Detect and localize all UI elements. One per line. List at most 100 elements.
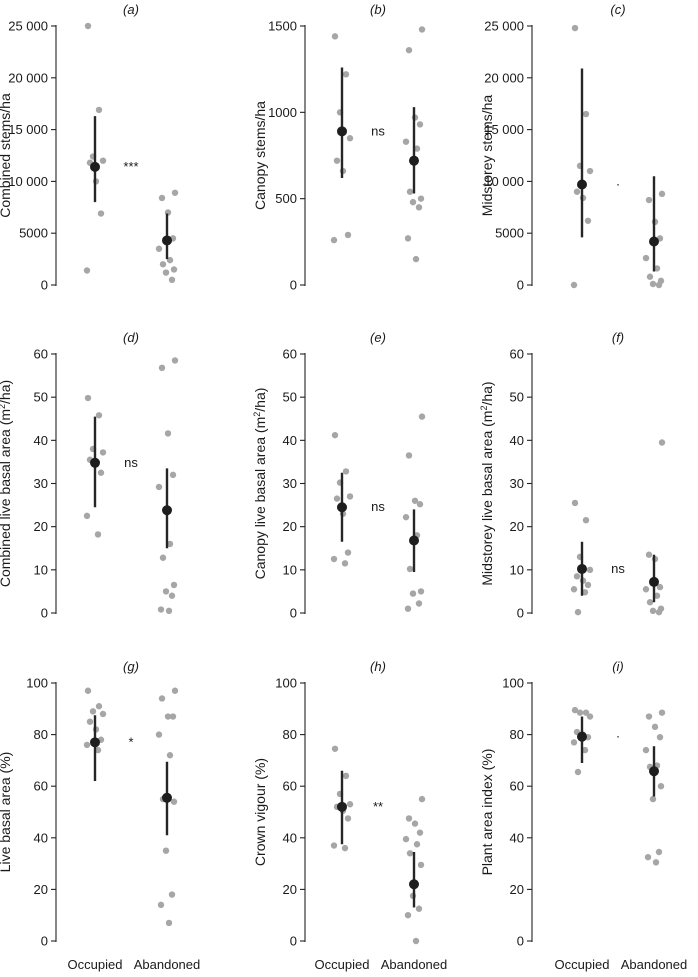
significance-label: · bbox=[616, 729, 620, 744]
data-point bbox=[97, 469, 105, 476]
y-tick-label: 0 bbox=[290, 606, 297, 621]
y-tick-label: 0 bbox=[517, 934, 524, 949]
y-axis-title: Canopy live basal area (m2/ha) bbox=[252, 388, 268, 580]
data-point bbox=[415, 204, 423, 211]
y-tick-label: 20 bbox=[510, 882, 524, 897]
data-point bbox=[657, 783, 665, 790]
data-point bbox=[416, 501, 424, 508]
data-point bbox=[165, 607, 173, 615]
panel-h: 0 20 40 60 80 100 Crown vigour (%) (h) ** Occupie… bbox=[252, 659, 447, 972]
y-tick-label: 500 bbox=[275, 191, 297, 206]
data-point bbox=[644, 853, 652, 861]
y-tick-label: 100 bbox=[26, 676, 48, 691]
data-point bbox=[346, 493, 354, 500]
y-axis-title: Live basal area (%) bbox=[0, 752, 13, 873]
significance-label: ns bbox=[371, 123, 385, 138]
data-point bbox=[653, 592, 661, 599]
data-point bbox=[574, 768, 582, 776]
y-axis-title: Combined live basal area (m2/ha) bbox=[0, 380, 13, 587]
panel-f: 0 10 20 30 40 50 60 Midstorey live basal area (… bbox=[479, 330, 666, 621]
panel-label: (d) bbox=[123, 330, 139, 345]
data-point bbox=[570, 586, 578, 593]
y-tick-label: 5000 bbox=[19, 226, 48, 241]
y-tick-label: 40 bbox=[510, 433, 524, 448]
data-point bbox=[330, 555, 338, 563]
data-point bbox=[95, 412, 103, 419]
data-point bbox=[99, 157, 107, 164]
y-tick-label: 25 000 bbox=[484, 19, 524, 34]
data-point bbox=[168, 276, 176, 284]
data-point bbox=[344, 549, 352, 556]
data-point bbox=[570, 281, 578, 289]
y-tick-label: 10 000 bbox=[8, 174, 48, 189]
y-tick-label: 0 bbox=[41, 278, 48, 293]
data-point bbox=[658, 190, 666, 198]
y-tick-label: 60 bbox=[283, 779, 297, 794]
panel-g: 0 20 40 60 80 100 Live basal area (%) (g) * Occup… bbox=[0, 659, 200, 972]
mean-marker bbox=[337, 126, 347, 137]
significance-label: · bbox=[616, 177, 620, 192]
significance-label: ns bbox=[371, 499, 385, 514]
panel-label: (c) bbox=[610, 2, 625, 17]
data-point bbox=[642, 746, 650, 754]
data-point bbox=[99, 449, 107, 456]
mean-marker bbox=[162, 505, 172, 516]
x-category-label: Occupied bbox=[68, 957, 123, 972]
data-point bbox=[342, 772, 350, 780]
data-point bbox=[576, 709, 584, 716]
data-point bbox=[418, 795, 426, 803]
panel-label: (i) bbox=[612, 659, 624, 674]
data-point bbox=[159, 554, 167, 561]
data-point bbox=[573, 188, 581, 195]
data-point bbox=[84, 687, 92, 694]
panel-e: 0 10 20 30 40 50 60 Canopy live basal area (m2/… bbox=[252, 330, 426, 621]
data-point bbox=[95, 106, 103, 114]
data-point bbox=[169, 713, 177, 720]
mean-marker bbox=[90, 737, 100, 748]
data-point bbox=[84, 394, 92, 402]
data-point bbox=[582, 709, 590, 716]
y-tick-label: 60 bbox=[283, 347, 297, 362]
data-point bbox=[331, 431, 339, 439]
y-axis-title: Plant area index (%) bbox=[479, 749, 495, 876]
y-tick-label: 100 bbox=[275, 676, 297, 691]
data-point bbox=[642, 254, 650, 262]
y-tick-label: 0 bbox=[290, 934, 297, 949]
data-point bbox=[651, 723, 659, 731]
data-point bbox=[649, 280, 657, 288]
significance-label: ns bbox=[611, 561, 625, 576]
data-point bbox=[170, 266, 178, 273]
data-point bbox=[653, 265, 661, 272]
mean-marker bbox=[409, 535, 419, 546]
data-point bbox=[581, 746, 589, 754]
significance-label: *** bbox=[123, 159, 138, 174]
y-tick-label: 60 bbox=[34, 779, 48, 794]
y-tick-label: 80 bbox=[283, 727, 297, 742]
data-point bbox=[649, 795, 657, 803]
data-point bbox=[162, 847, 170, 854]
data-point bbox=[158, 364, 166, 372]
data-point bbox=[155, 483, 163, 491]
data-point bbox=[333, 157, 341, 164]
data-point bbox=[162, 588, 170, 595]
data-point bbox=[645, 713, 653, 720]
y-axis-title: Midstorey live basal area (m2/ha) bbox=[479, 381, 495, 585]
y-tick-label: 60 bbox=[510, 347, 524, 362]
data-point bbox=[415, 600, 423, 607]
data-point bbox=[97, 210, 105, 217]
data-point bbox=[346, 135, 354, 142]
data-point bbox=[94, 531, 102, 538]
y-tick-label: 0 bbox=[290, 278, 297, 293]
mean-marker bbox=[162, 792, 172, 803]
y-tick-label: 0 bbox=[517, 278, 524, 293]
x-category-label: Abandoned bbox=[381, 957, 448, 972]
y-tick-label: 20 bbox=[34, 882, 48, 897]
data-point bbox=[413, 841, 421, 848]
y-tick-label: 40 bbox=[510, 830, 524, 845]
data-point bbox=[412, 937, 420, 945]
y-tick-label: 40 bbox=[34, 433, 48, 448]
data-point bbox=[404, 605, 412, 612]
y-tick-label: 10 bbox=[510, 562, 524, 577]
mean-marker bbox=[649, 576, 659, 587]
data-point bbox=[342, 468, 350, 475]
